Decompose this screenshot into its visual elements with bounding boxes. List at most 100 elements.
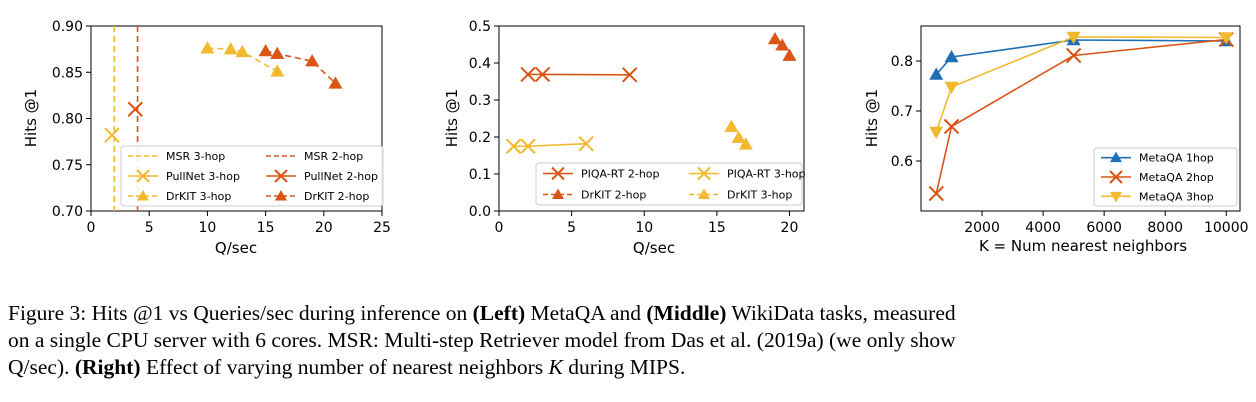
right-metaqa-3hop-point [1219, 32, 1234, 45]
legend-right-metaqa-2hop-marker-stroke [1109, 170, 1123, 184]
legend-left-pullnet-3-hop-marker [136, 169, 150, 183]
y-tick-label: 0.90 [52, 19, 83, 35]
right-metaqa-3hop-point [1066, 31, 1081, 44]
y-tick-label: 0.0 [469, 204, 491, 220]
middle-drkit-3-hop-point [731, 130, 746, 143]
legend-right-metaqa-2hop-marker [1109, 170, 1123, 184]
right-x-axis-label: K = Num nearest neighbors [979, 237, 1187, 255]
middle-piqa-rt-2-hop-point [520, 66, 536, 83]
left-chart: 0 5 10 15 20 25 0.70 0.75 0.80 0.85 0.90 Q/sec Hit… [22, 19, 391, 257]
middle-piqa-rt-2-hop-point-stroke [534, 66, 551, 83]
left-ticks: 0 5 10 15 20 25 0.70 0.75 0.80 0.85 0.90 [52, 19, 391, 236]
middle-piqa-rt-2-hop-point [534, 66, 551, 83]
middle-piqa-rt-3-hop-point-stroke [578, 135, 594, 152]
right-metaqa-2hop-line [935, 38, 1227, 194]
middle-piqa-rt-2-hop-point-stroke [622, 67, 638, 83]
caption-text: Figure 3: Hits @1 vs Queries/sec during … [8, 301, 473, 325]
x-tick-label: 25 [373, 220, 391, 236]
left-drkit-2-hop-point [258, 43, 273, 57]
right-ticks: 2000 4000 6000 8000 10000 0.6 0.7 0.8 [891, 54, 1249, 236]
legend-middle-drkit-2-hop-marker [552, 188, 564, 199]
left-drkit-3-hop-point [223, 42, 238, 55]
middle-piqa-rt-3-hop-point-stroke [505, 138, 522, 154]
middle-drkit-2-hop-point [775, 38, 790, 51]
legend-right-metaqa-1hop-label: MetaQA 1hop [1139, 152, 1214, 165]
left-drkit-3-hop-line [207, 47, 278, 73]
right-plot-frame [920, 25, 1241, 212]
legend-left-pullnet-2-hop-label: PullNet 2-hop [304, 170, 378, 183]
legend-middle-piqa-rt-3-hop-marker [697, 166, 711, 181]
left-pullnet-3-hop-point-stroke [104, 127, 120, 143]
left-y-axis-label: Hits @1 [22, 89, 40, 147]
y-tick-label: 0.8 [891, 54, 913, 70]
middle-piqa-rt-3-hop-line [513, 142, 587, 148]
legend-left-pullnet-3-hop-label: PullNet 3-hop [166, 170, 240, 183]
left-pullnet-2-hop-point [127, 101, 143, 117]
right-y-axis-label: Hits @1 [863, 89, 881, 147]
right-metaqa-2hop-point [943, 118, 960, 135]
y-tick-label: 0.6 [891, 154, 913, 170]
legend-middle-drkit-3-hop-label: DrKIT 3-hop [727, 189, 792, 202]
y-tick-label: 0.75 [52, 158, 83, 174]
legend-right-metaqa-3hop-marker [1110, 191, 1122, 203]
x-tick-label: 5 [567, 220, 576, 236]
middle-piqa-rt-3-hop-point [578, 135, 594, 152]
legend-frame [535, 162, 803, 206]
y-tick-label: 0.1 [469, 167, 491, 183]
y-tick-label: 0.4 [469, 56, 491, 72]
middle-drkit-3-hop-point [738, 137, 753, 150]
legend-right-metaqa-2hop-label: MetaQA 2hop [1139, 171, 1214, 184]
legend-left-drkit-3-hop-label: DrKIT 3-hop [166, 190, 231, 203]
right-metaqa-3hop-point [944, 81, 959, 94]
x-tick-label: 15 [708, 220, 726, 236]
x-tick-label: 15 [257, 220, 275, 236]
right-legend: MetaQA 1hop MetaQA 2hop MetaQA 3hop [1093, 147, 1238, 207]
x-tick-label: 10 [635, 220, 653, 236]
y-tick-label: 0.80 [52, 112, 83, 128]
middle-drkit-2-hop-point [782, 48, 797, 61]
x-tick-label: 0 [87, 220, 96, 236]
legend-right-metaqa-3hop-label: MetaQA 3hop [1139, 190, 1214, 203]
middle-chart: 0 5 10 15 20 0.0 0.1 0.2 0.3 0.4 0.5 Q/sec Hits @1… [443, 19, 806, 257]
right-metaqa-2hop-point [1065, 47, 1082, 64]
middle-y-axis-label: Hits @1 [443, 89, 461, 147]
y-tick-label: 0.7 [891, 104, 913, 120]
legend-frame [120, 145, 384, 207]
right-metaqa-3hop-point [929, 126, 944, 139]
right-marks [928, 31, 1234, 202]
left-pullnet-3-hop-point [104, 127, 120, 143]
x-tick-label: 10000 [1204, 220, 1249, 236]
y-tick-label: 0.5 [469, 19, 491, 35]
x-tick-label: 20 [781, 220, 799, 236]
caption-variable-k: K [548, 355, 563, 379]
left-drkit-2-hop-point [328, 76, 343, 89]
legend-left-msr-2-hop-label: MSR 2-hop [304, 150, 363, 163]
caption-text: Effect of varying number of nearest neig… [140, 355, 549, 379]
x-tick-label: 8000 [1147, 220, 1183, 236]
legend-middle-drkit-2-hop-label: DrKIT 2-hop [581, 189, 646, 202]
x-tick-label: 5 [145, 220, 154, 236]
legend-right-metaqa-1hop-marker [1110, 151, 1122, 163]
left-drkit-2-hop-point [305, 54, 320, 67]
legend-left-drkit-2-hop-label: DrKIT 2-hop [304, 190, 369, 203]
legend-middle-piqa-rt-3-hop-label: PIQA-RT 3-hop [727, 168, 806, 181]
left-drkit-3-hop-point [270, 64, 285, 77]
legend-middle-piqa-rt-2-hop-marker [551, 166, 565, 181]
legend-frame [1093, 147, 1238, 207]
right-metaqa-2hop-point-stroke [928, 185, 944, 202]
left-drkit-3-hop-point [235, 44, 250, 58]
middle-ticks: 0 5 10 15 20 0.0 0.1 0.2 0.3 0.4 0.5 [469, 19, 799, 236]
figure-caption: Figure 3: Hits @1 vs Queries/sec during … [8, 300, 1248, 381]
figure-charts: 0 5 10 15 20 25 0.7 0 0.75 0.80 0.8 5 0.90 Q/sec Hit… [22, 19, 1249, 257]
caption-text: during MIPS. [562, 355, 686, 379]
caption-bold-right: (Right) [74, 355, 141, 379]
legend-left-drkit-2-hop-marker [275, 190, 287, 201]
left-x-axis-label: Q/sec [215, 239, 257, 257]
legend-middle-piqa-rt-2-hop-label: PIQA-RT 2-hop [581, 168, 660, 181]
right-chart: 2000 4000 6000 8000 10000 0.6 0.7 0.8 K = Num n… [863, 25, 1249, 255]
middle-piqa-rt-3-hop-point-stroke [520, 138, 536, 154]
middle-drkit-3-hop-point [724, 119, 739, 132]
legend-left-pullnet-3-hop-marker-stroke [136, 169, 150, 183]
x-tick-label: 0 [495, 220, 504, 236]
middle-marks [505, 31, 797, 154]
